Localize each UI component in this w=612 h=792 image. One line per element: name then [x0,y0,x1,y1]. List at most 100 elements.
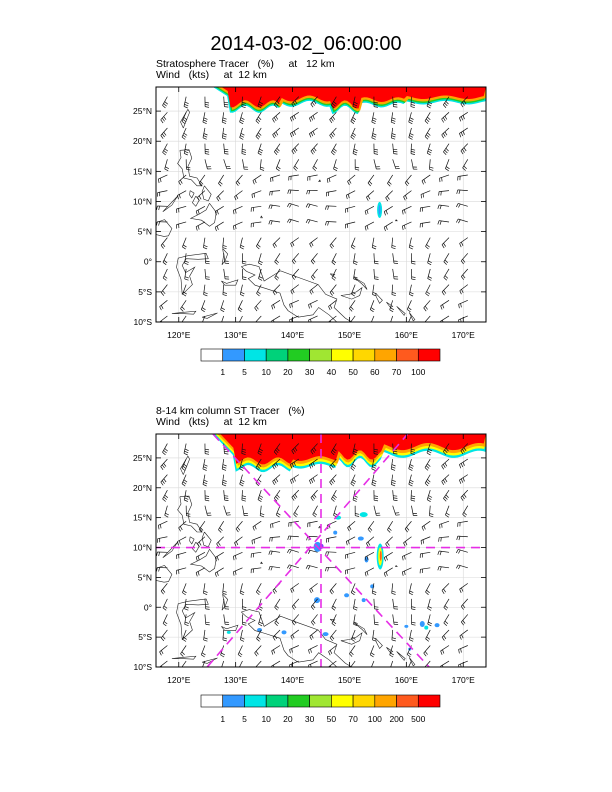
wind-barb-feather [458,190,461,194]
wind-barb-feather [275,605,279,609]
wind-barb-staff [458,549,468,553]
wind-barb-staff [162,489,168,500]
wind-barb-feather [351,592,355,596]
wind-barb-feather [427,450,432,454]
colorbar-label: 5 [242,367,247,377]
wind-barb-feather [310,648,312,653]
wind-barb-feather [353,150,358,154]
wind-barb-feather [371,668,374,670]
wind-barb-staff [275,159,281,169]
wind-barb-feather [427,497,432,500]
wind-barb-feather [424,136,429,140]
wind-barb-staff [255,127,262,137]
wind-barb-feather [426,244,430,248]
wind-barb-staff [222,237,225,248]
wind-barb-feather [160,665,163,667]
wind-barb-feather [256,465,261,469]
wind-barb-feather [309,480,312,485]
wind-barb-staff [389,300,394,310]
wind-barb-staff [181,127,187,138]
wind-barb-staff [364,221,375,227]
wind-barb-feather [238,652,243,656]
wind-barb-staff [333,159,337,170]
figure-title: 2014-03-02_06:00:00 [210,33,402,55]
wind-barb-feather [333,512,338,516]
wind-barb-staff [457,189,468,191]
wind-barb-feather [259,448,263,452]
wind-barb-staff [328,645,337,652]
wind-barb-feather [460,303,462,308]
wind-barb-feather [350,121,355,124]
wind-barb-feather [331,623,336,627]
wind-barb-feather [180,653,184,657]
wind-barb-staff [272,629,281,638]
wind-barb-staff [443,443,450,452]
wind-barb-feather [290,635,293,640]
coastline [180,455,190,475]
wind-barb-feather [385,571,388,576]
wind-barb-staff [241,143,243,154]
wind-barb-feather [311,621,315,626]
wind-barb-feather [224,450,229,453]
wind-barb-feather [205,104,210,106]
wind-barb-feather [258,132,262,136]
coastline [241,609,353,667]
wind-barb-feather [205,153,210,155]
wind-barb-staff [200,645,206,655]
y-tick-label: 5°N [138,227,152,237]
wind-barb-staff [159,645,168,653]
wind-barb-feather [332,116,336,120]
wind-barb-feather [183,590,187,594]
wind-barb-staff [181,458,187,469]
wind-barb-feather [275,102,279,107]
wind-barb-staff [427,598,431,609]
wind-barb-feather [355,513,360,515]
colorbar-label: 50 [327,714,337,724]
wind-barb-staff [183,443,187,454]
wind-barb-feather [443,498,447,502]
wind-barb-feather [255,120,260,124]
wind-barb-feather [157,179,160,184]
wind-barb-feather [441,523,443,528]
panel1-map: 120°E 130°E 140°E 150°E 160°E 170°E10°S5°S0°5… [133,86,487,340]
wind-barb-staff [351,284,356,295]
wind-barb-feather [222,121,227,124]
colorbar-box [265,694,289,708]
wind-barb-staff [239,284,243,295]
wind-barb-feather [270,205,273,210]
wind-barb-staff [459,583,468,590]
wind-barb-feather [352,499,357,502]
wind-barb-feather [222,481,227,485]
wind-barb-feather [409,637,414,640]
coastline [189,203,217,227]
wind-barb-feather [427,103,432,107]
tracer-patch [359,512,368,518]
tracer-patch [424,625,429,630]
wind-barb-feather [372,590,377,593]
wind-barb-feather [163,605,168,609]
wind-barb-feather [164,448,168,452]
wind-barb-feather [164,168,169,172]
wind-barb-staff [331,268,337,279]
wind-barb-feather [162,607,167,611]
wind-barb-staff [251,536,262,541]
wind-barb-feather [439,205,442,210]
wind-barb-staff [197,536,206,544]
wind-barb-feather [446,512,450,516]
wind-barb-staff [310,443,318,452]
wind-barb-feather [184,499,188,502]
wind-barb-feather [353,278,358,281]
wind-barb-feather [459,479,462,484]
wind-barb-staff [391,237,394,248]
wind-barb-feather [186,166,191,169]
wind-barb-feather [364,226,367,231]
wind-barb-staff [309,127,318,134]
coastline [260,215,263,219]
y-tick-label: 10°S [133,317,152,327]
wind-barb-staff [411,159,414,170]
wind-barb-feather [159,178,162,183]
wind-barb-staff [326,566,337,569]
wind-barb-feather [439,551,442,556]
wind-barb-feather [309,133,312,138]
coastline [177,149,203,187]
